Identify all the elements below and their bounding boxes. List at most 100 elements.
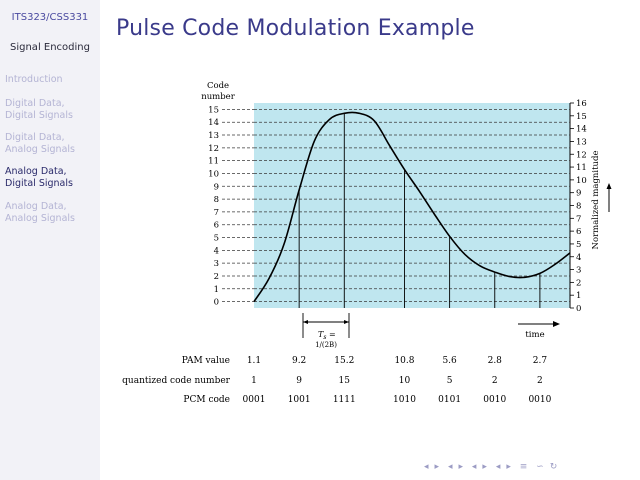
right-axis-label: Normalized magnitude bbox=[591, 151, 601, 250]
table-cell: 10.8 bbox=[394, 356, 414, 366]
table-cell: 1111 bbox=[333, 395, 356, 405]
nav-next-slide-icon[interactable]: ▸ bbox=[458, 462, 463, 472]
magnitude-tick-label: 11 bbox=[576, 163, 587, 173]
sidebar-item-digital-data-digital-signals[interactable]: Digital Data, Digital Signals bbox=[5, 98, 97, 122]
table-cell: 0001 bbox=[243, 395, 266, 405]
magnitude-tick-label: 14 bbox=[576, 125, 587, 135]
table-cell: 5 bbox=[447, 376, 453, 386]
table-cell: 1 bbox=[251, 376, 257, 386]
sidebar: ITS323/CSS331 Signal Encoding Introducti… bbox=[0, 0, 100, 480]
table-cell: 9 bbox=[296, 376, 302, 386]
plot-area bbox=[254, 103, 570, 308]
code-tick-label: 4 bbox=[214, 246, 219, 256]
table-cell: 15.2 bbox=[334, 356, 354, 366]
table-cell: 2.7 bbox=[533, 356, 548, 366]
nav-menu-icon[interactable]: ≡ bbox=[519, 462, 528, 472]
table-cell: 15 bbox=[339, 376, 351, 386]
magnitude-tick-label: 1 bbox=[576, 291, 581, 301]
magnitude-arrow-head-icon bbox=[606, 183, 612, 189]
ts-formula: 1/(2B) bbox=[315, 341, 337, 349]
analog-signal-curve bbox=[253, 111, 571, 303]
sidebar-course-title[interactable]: ITS323/CSS331 bbox=[11, 12, 89, 23]
sidebar-section-title[interactable]: Signal Encoding bbox=[10, 42, 90, 53]
sidebar-item-label: Digital Signals bbox=[5, 110, 73, 121]
table-cell: 5.6 bbox=[442, 356, 457, 366]
slide-title: Pulse Code Modulation Example bbox=[116, 16, 475, 41]
code-tick-label: 8 bbox=[214, 195, 219, 205]
code-tick-label: 3 bbox=[214, 259, 219, 269]
magnitude-tick-label: 3 bbox=[576, 266, 581, 276]
table-cell: 10 bbox=[399, 376, 411, 386]
ts-label: Ts = bbox=[318, 330, 336, 341]
sidebar-item-analog-data-digital-signals[interactable]: Analog Data, Digital Signals bbox=[5, 166, 97, 190]
sidebar-item-label: Analog Signals bbox=[5, 213, 75, 224]
code-tick-label: 0 bbox=[214, 298, 219, 308]
code-tick-label: 12 bbox=[208, 144, 219, 154]
magnitude-tick-label: 0 bbox=[576, 304, 581, 314]
magnitude-tick-label: 13 bbox=[576, 137, 587, 147]
ts-arrow-left-icon bbox=[303, 320, 308, 324]
nav-prev-frame-icon[interactable]: ◂ bbox=[424, 462, 429, 472]
time-arrow-head-icon bbox=[553, 321, 560, 327]
code-tick-label: 2 bbox=[214, 272, 219, 282]
nav-prev-section-icon[interactable]: ◂ bbox=[495, 462, 501, 472]
magnitude-tick-label: 9 bbox=[576, 189, 581, 199]
sidebar-item-label: Digital Data, bbox=[5, 132, 65, 143]
table-cell: 1010 bbox=[393, 395, 416, 405]
sidebar-item-label: Introduction bbox=[5, 74, 63, 85]
sidebar-item-analog-data-analog-signals[interactable]: Analog Data, Analog Signals bbox=[5, 201, 97, 225]
table-row-label: quantized code number bbox=[122, 376, 231, 386]
nav-next-section-icon[interactable]: ▸ bbox=[506, 462, 511, 472]
code-tick-label: 1 bbox=[214, 285, 219, 295]
table-row-label: PAM value bbox=[182, 356, 230, 366]
table-cell: 2 bbox=[537, 376, 543, 386]
code-axis-label: number bbox=[201, 92, 235, 102]
table-cell: 1001 bbox=[288, 395, 311, 405]
code-tick-label: 13 bbox=[208, 131, 219, 141]
time-axis-label: time bbox=[525, 330, 544, 340]
nav-next-subsection-icon[interactable]: ▸ bbox=[482, 462, 487, 472]
beamer-navigation: ◂ ▸ ◂ ▸ ◂ ▸ ◂ ▸ ≡ ∽ ↻ bbox=[424, 462, 563, 472]
magnitude-tick-label: 8 bbox=[576, 202, 581, 212]
sidebar-item-digital-data-analog-signals[interactable]: Digital Data, Analog Signals bbox=[5, 132, 97, 156]
code-tick-label: 6 bbox=[214, 221, 219, 231]
magnitude-tick-label: 4 bbox=[576, 253, 581, 263]
magnitude-tick-label: 7 bbox=[576, 214, 581, 224]
nav-prev-slide-icon[interactable]: ◂ bbox=[447, 462, 453, 472]
sidebar-item-label: Digital Signals bbox=[5, 178, 73, 189]
magnitude-tick-label: 16 bbox=[576, 99, 587, 109]
code-tick-label: 14 bbox=[208, 118, 219, 128]
nav-next-frame-icon[interactable]: ▸ bbox=[434, 462, 440, 472]
table-cell: 0010 bbox=[528, 395, 551, 405]
sidebar-item-label: Digital Data, bbox=[5, 98, 65, 109]
magnitude-tick-label: 10 bbox=[576, 176, 587, 186]
magnitude-tick-label: 15 bbox=[576, 112, 587, 122]
table-cell: 0101 bbox=[438, 395, 461, 405]
table-cell: 2.8 bbox=[488, 356, 503, 366]
nav-prev-subsection-icon[interactable]: ◂ bbox=[471, 462, 477, 472]
table-cell: 9.2 bbox=[292, 356, 306, 366]
magnitude-tick-label: 12 bbox=[576, 150, 587, 160]
code-tick-label: 9 bbox=[214, 182, 219, 192]
table-cell: 1.1 bbox=[247, 356, 261, 366]
code-tick-label: 7 bbox=[214, 208, 219, 218]
code-tick-label: 5 bbox=[214, 234, 219, 244]
sidebar-item-label: Analog Data, bbox=[5, 201, 67, 212]
magnitude-tick-label: 2 bbox=[576, 278, 581, 288]
magnitude-tick-label: 6 bbox=[576, 227, 581, 237]
sidebar-item-introduction[interactable]: Introduction bbox=[5, 74, 97, 86]
code-tick-label: 10 bbox=[208, 169, 219, 179]
table-row-label: PCM code bbox=[183, 395, 230, 405]
sidebar-item-label: Analog Signals bbox=[5, 144, 75, 155]
ts-arrow-right-icon bbox=[344, 320, 349, 324]
nav-search-icon[interactable]: ↻ bbox=[549, 462, 558, 472]
code-axis-label: Code bbox=[207, 81, 229, 91]
sidebar-item-label: Analog Data, bbox=[5, 166, 67, 177]
code-tick-label: 11 bbox=[208, 157, 219, 167]
table-cell: 2 bbox=[492, 376, 498, 386]
table-cell: 0010 bbox=[483, 395, 506, 405]
magnitude-tick-label: 5 bbox=[576, 240, 581, 250]
nav-back-icon[interactable]: ∽ bbox=[536, 462, 544, 472]
code-tick-label: 15 bbox=[208, 105, 219, 115]
